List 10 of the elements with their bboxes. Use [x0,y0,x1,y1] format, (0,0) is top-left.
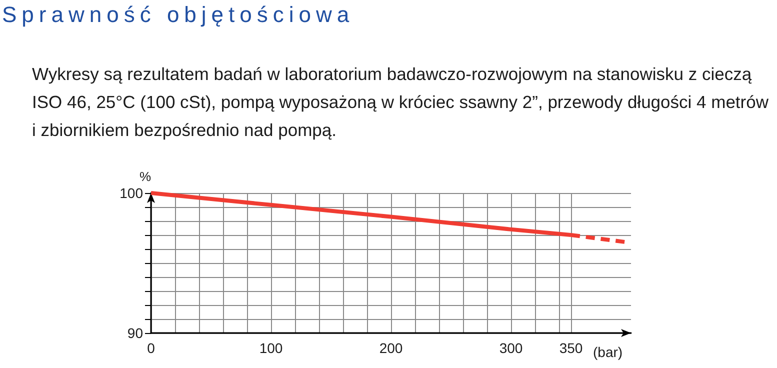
y-axis-title: % [139,169,152,184]
chart-subtitle: Wykresy są rezultatem badań w laboratorium badawczo-rozwojowym na stanowisku z cieczą ISO 46, 25°C (100 cSt), pompą wyposażoną w króciec ssawny 2”, przewody długości 4 metrów i zbiornikiem bezpośrednio nad pompą. [32,63,770,142]
x-tick-label: 350 [559,340,583,356]
x-tick-label: 200 [379,340,403,356]
chart-title: Sprawność objętościowa [2,2,354,28]
x-axis-title: (bar) [593,344,623,360]
x-tick-label: 300 [499,340,523,356]
x-tick-label: 100 [259,340,283,356]
y-tick-label: 90 [127,325,144,341]
x-tick-label: 0 [147,340,156,356]
